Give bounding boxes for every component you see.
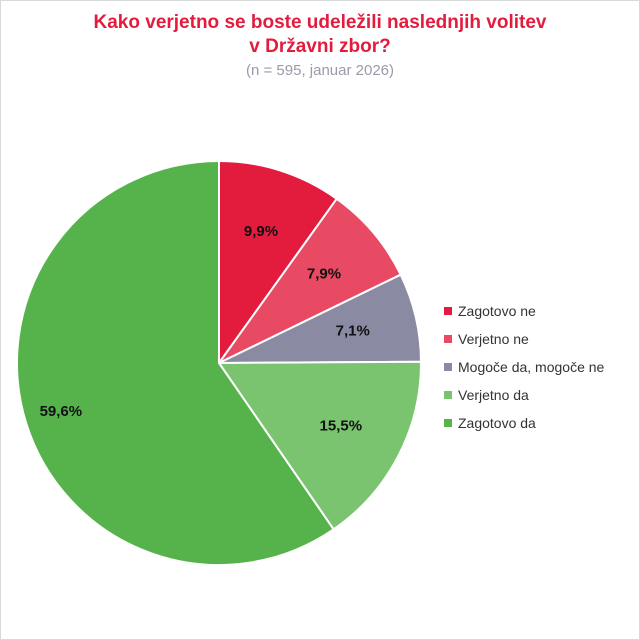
legend-label: Zagotovo da: [458, 415, 536, 431]
legend-swatch: [444, 307, 452, 315]
slice-data-label-3: 7,1%: [336, 323, 370, 340]
pie-slice-5: [16, 159, 335, 566]
slice-data-label-5: 59,6%: [40, 403, 83, 420]
legend: Zagotovo ne Verjetno ne Mogoče da, mogoče …: [444, 297, 604, 437]
pie-slice-1: [218, 159, 339, 367]
slice-data-label-4: 15,5%: [320, 417, 363, 434]
pie-slice-4: [217, 360, 422, 531]
chart-subtitle: (n = 595, januar 2026): [245, 62, 395, 79]
pie-slice-2: [218, 197, 403, 364]
legend-label: Verjetno ne: [458, 331, 529, 347]
legend-label: Zagotovo ne: [458, 303, 536, 319]
legend-label: Mogoče da, mogoče ne: [458, 359, 605, 375]
chart-title-line-1: Kako verjetno se boste udeležili nasledn…: [93, 12, 547, 33]
legend-label: Verjetno da: [458, 387, 529, 403]
slice-data-label-1: 9,9%: [244, 223, 278, 240]
legend-swatch: [444, 391, 452, 399]
legend-item: Zagotovo ne: [444, 297, 604, 325]
slice-data-label-2: 7,9%: [307, 265, 341, 282]
legend-item: Mogoče da, mogoče ne: [444, 353, 604, 381]
chart-title-line-2: v Državni zbor?: [249, 36, 391, 57]
legend-swatch: [444, 363, 452, 371]
legend-item: Verjetno ne: [444, 325, 604, 353]
legend-swatch: [444, 335, 452, 343]
legend-swatch: [444, 419, 452, 427]
legend-item: Verjetno da: [444, 381, 604, 409]
chart-title: Kako verjetno se boste udeležili nasledn…: [1, 11, 639, 59]
legend-item: Zagotovo da: [444, 409, 604, 437]
